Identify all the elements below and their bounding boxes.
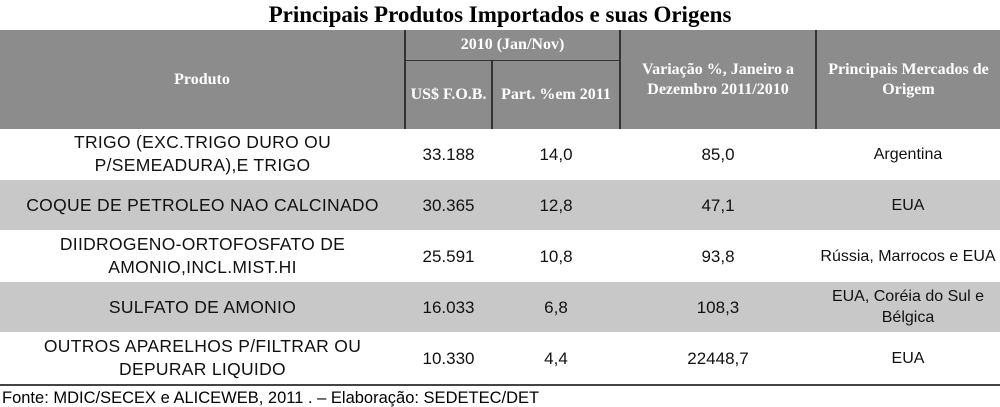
header-cell: US$ F.O.B. bbox=[404, 60, 493, 129]
table-row: TRIGO (EXC.TRIGO DURO OU P/SEMEADURA),E … bbox=[0, 129, 1000, 180]
table-row: DIIDROGENO-ORTOFOSFATO DE AMONIO,INCL.MI… bbox=[0, 230, 1000, 282]
table-row: OUTROS APARELHOS P/FILTRAR OU DEPURAR LI… bbox=[0, 332, 1000, 384]
table-cell: 14,0 bbox=[492, 129, 620, 180]
table-cell: 10.330 bbox=[405, 332, 492, 384]
table-cell: 16.033 bbox=[405, 281, 492, 333]
table-cell: EUA bbox=[816, 332, 1000, 384]
header-cell: Part. %em 2011 bbox=[491, 60, 621, 129]
header-cell: 2010 (Jan/Nov) bbox=[404, 30, 621, 61]
table-cell: 6,8 bbox=[492, 281, 620, 333]
table-cell: Rússia, Marrocos e EUA bbox=[816, 230, 1000, 282]
table-title: Principais Produtos Importados e suas Or… bbox=[268, 2, 732, 27]
table-cell: 33.188 bbox=[405, 129, 492, 180]
data-table: Produto 2010 (Jan/Nov) Variação %, Janei… bbox=[0, 30, 1000, 384]
table-cell: 25.591 bbox=[405, 230, 492, 282]
table-cell: DIIDROGENO-ORTOFOSFATO DE AMONIO,INCL.MI… bbox=[0, 230, 405, 282]
table-cell: 85,0 bbox=[620, 129, 816, 180]
header-cell: Variação %, Janeiro a Dezembro 2011/2010 bbox=[619, 30, 817, 129]
table-cell: 10,8 bbox=[492, 230, 620, 282]
table-cell: COQUE DE PETROLEO NAO CALCINADO bbox=[0, 179, 405, 231]
table-cell: 22448,7 bbox=[620, 332, 816, 384]
table-cell: EUA bbox=[816, 179, 1000, 231]
table-row: COQUE DE PETROLEO NAO CALCINADO 30.365 12,… bbox=[0, 179, 1000, 231]
table-cell: SULFATO DE AMONIO bbox=[0, 281, 405, 333]
table-body: TRIGO (EXC.TRIGO DURO OU P/SEMEADURA),E … bbox=[0, 129, 1000, 384]
table-cell: Argentina bbox=[816, 129, 1000, 180]
table-cell: 4,4 bbox=[492, 332, 620, 384]
table-cell: 108,3 bbox=[620, 281, 816, 333]
header-cell: Principais Mercados de Origem bbox=[815, 30, 1000, 129]
header-cell: Produto bbox=[0, 30, 406, 129]
footer: Fonte: MDIC/SECEX e ALICEWEB, 2011 . – E… bbox=[0, 384, 1000, 407]
table-cell: 47,1 bbox=[620, 179, 816, 231]
table-cell: 12,8 bbox=[492, 179, 620, 231]
table-row: SULFATO DE AMONIO 16.033 6,8 108,3 EUA, Coré… bbox=[0, 281, 1000, 333]
table-cell: 30.365 bbox=[405, 179, 492, 231]
table-cell: 93,8 bbox=[620, 230, 816, 282]
table-cell: EUA, Coréia do Sul e Bélgica bbox=[816, 281, 1000, 333]
table-cell: TRIGO (EXC.TRIGO DURO OU P/SEMEADURA),E … bbox=[0, 129, 405, 180]
table-cell: OUTROS APARELHOS P/FILTRAR OU DEPURAR LI… bbox=[0, 332, 405, 384]
